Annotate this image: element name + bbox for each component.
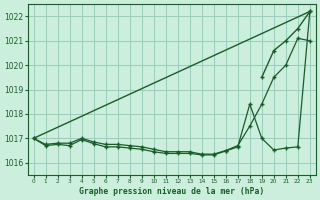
- X-axis label: Graphe pression niveau de la mer (hPa): Graphe pression niveau de la mer (hPa): [79, 187, 264, 196]
